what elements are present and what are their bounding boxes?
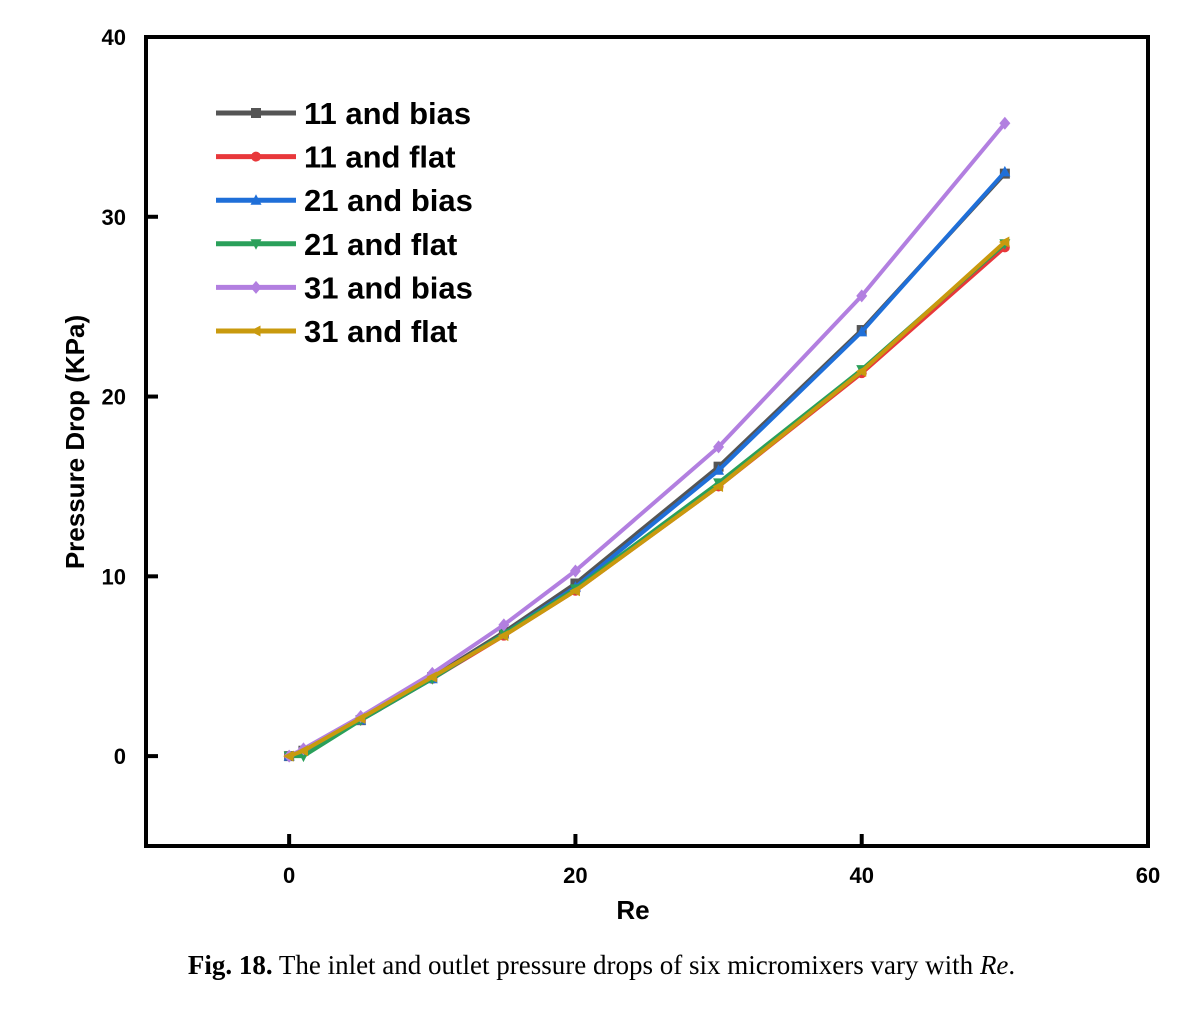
axes: 0 20 40 60 0 10 20 30 40 xyxy=(102,25,1161,888)
series-5 xyxy=(283,236,1010,762)
point-4-4 xyxy=(498,618,510,632)
legend-item-2: 21 and bias xyxy=(216,183,473,218)
y-axis-title: Pressure Drop (KPa) xyxy=(60,315,90,569)
point-5-3 xyxy=(426,671,437,683)
point-5-0 xyxy=(283,750,294,762)
legend-label-2: 21 and bias xyxy=(304,183,473,218)
legend-item-3: 21 and flat xyxy=(216,227,457,262)
plot-frame xyxy=(144,35,1150,848)
legend-item-5: 31 and flat xyxy=(216,314,457,349)
legend-marker-5 xyxy=(250,325,261,337)
legend-marker-2 xyxy=(250,194,262,205)
point-4-6 xyxy=(713,440,725,454)
point-5-4 xyxy=(497,630,509,642)
y-tick-label-4: 40 xyxy=(102,25,126,50)
legend-label-3: 21 and flat xyxy=(304,227,457,262)
point-2-7 xyxy=(856,325,868,337)
x-axis-title: Re xyxy=(616,895,649,925)
legend-marker-0 xyxy=(251,108,261,118)
x-tick-label-0: 0 xyxy=(283,863,295,888)
legend-label-0: 11 and bias xyxy=(304,96,471,131)
caption-re: Re xyxy=(979,950,1009,980)
point-5-2 xyxy=(354,712,366,724)
caption-text: The inlet and outlet pressure drops of s… xyxy=(278,950,980,980)
y-tick-label-0: 0 xyxy=(114,744,126,769)
legend-marker-1 xyxy=(251,151,261,162)
point-4-5 xyxy=(569,564,581,578)
legend-label-5: 31 and flat xyxy=(304,314,457,349)
legend-item-0: 11 and bias xyxy=(216,96,471,131)
legend-label-4: 31 and bias xyxy=(304,270,473,305)
point-4-7 xyxy=(856,289,868,303)
y-tick-label-1: 10 xyxy=(102,564,126,589)
caption-label: Fig. 18. xyxy=(187,950,273,980)
point-5-1 xyxy=(297,745,308,757)
caption-period: . xyxy=(1008,950,1016,980)
point-5-7 xyxy=(855,365,867,377)
point-5-8 xyxy=(998,236,1010,248)
legend-marker-4 xyxy=(250,280,262,294)
legend-label-1: 11 and flat xyxy=(304,140,456,175)
legend-marker-3 xyxy=(250,239,262,250)
legend-item-1: 11 and flat xyxy=(216,140,456,175)
point-5-6 xyxy=(712,480,724,492)
point-2-8 xyxy=(999,165,1011,177)
figure-caption: Fig. 18. The inlet and outlet pressure d… xyxy=(0,950,1203,981)
series-line-4 xyxy=(288,122,1007,758)
x-tick-label-2: 40 xyxy=(849,863,873,888)
y-tick-label-3: 30 xyxy=(102,205,126,230)
point-4-8 xyxy=(999,116,1011,130)
y-tick-label-2: 20 xyxy=(102,385,126,410)
x-tick-label-1: 20 xyxy=(563,863,587,888)
legend: 11 and bias 11 and flat 21 and bias 21 and … xyxy=(216,96,473,349)
legend-item-4: 31 and bias xyxy=(216,270,473,305)
pressure-drop-chart: 0 20 40 60 0 10 20 30 40 11 and bias 11 and flat 2… xyxy=(60,25,1161,925)
point-5-5 xyxy=(569,585,580,597)
x-tick-label-3: 60 xyxy=(1136,863,1160,888)
series-layer xyxy=(283,116,1011,763)
point-2-6 xyxy=(713,464,725,475)
